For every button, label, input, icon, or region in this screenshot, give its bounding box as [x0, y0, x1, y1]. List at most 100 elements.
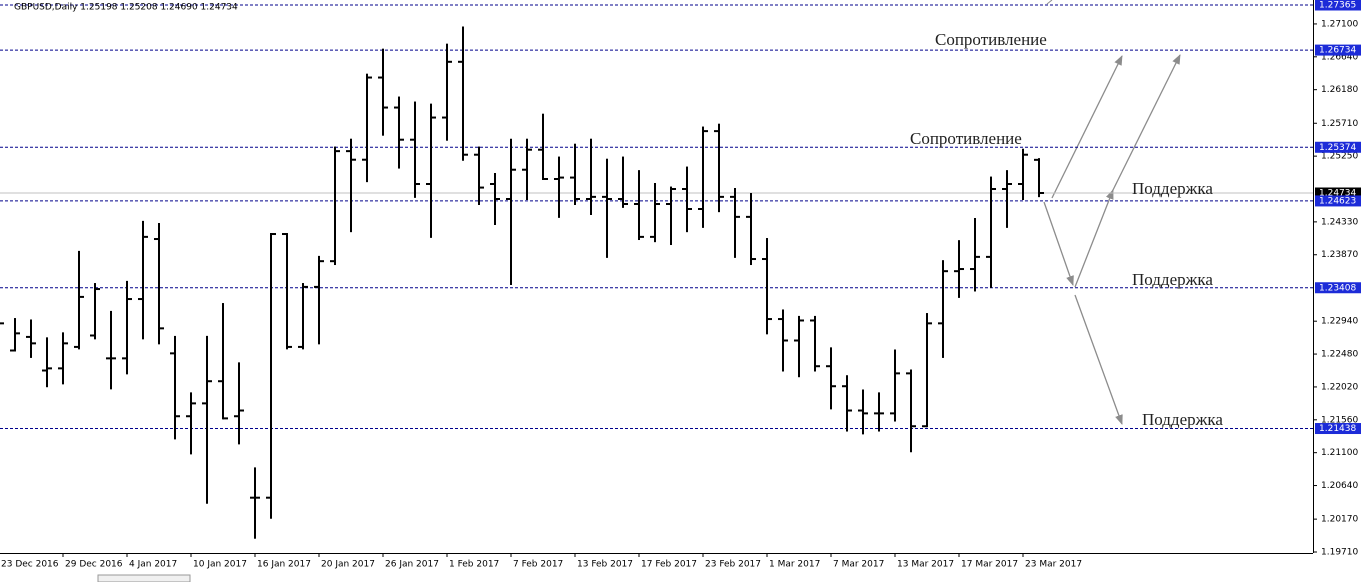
ohlc-bar [810, 315, 820, 372]
ohlc-bar [682, 166, 692, 233]
ohlc-bar [90, 283, 100, 340]
x-tick-label: 17 Feb 2017 [641, 560, 697, 570]
x-tick-label: 23 Mar 2017 [1025, 560, 1082, 570]
x-tick-label: 23 Dec 2016 [1, 560, 59, 570]
ohlc-bar [42, 337, 52, 388]
ohlc-bar [554, 156, 564, 218]
ohlc-bar [922, 313, 932, 428]
x-tick-label: 23 Feb 2017 [705, 560, 761, 570]
ohlc-bar [506, 138, 516, 286]
ohlc-bar [1034, 158, 1044, 198]
ohlc-bar [954, 240, 964, 298]
annotation: Поддержка [1142, 410, 1223, 429]
current-price-box [1315, 187, 1361, 199]
ohlc-bar [250, 467, 260, 539]
level-label: 1.24623 [1319, 196, 1356, 206]
ohlc-bar [282, 233, 292, 350]
x-tick-label: 7 Feb 2017 [513, 560, 563, 570]
y-tick-label: 1.22940 [1321, 317, 1358, 327]
ohlc-bar [378, 48, 388, 136]
ohlc-bar [410, 101, 420, 198]
ohlc-bar [602, 158, 612, 258]
x-tick-label: 16 Jan 2017 [257, 560, 311, 570]
current-price-label: 1.24734 [1319, 189, 1356, 199]
ohlc-bar [826, 347, 836, 410]
x-tick-label: 1 Mar 2017 [769, 560, 820, 570]
ohlc-bar [122, 280, 132, 375]
ohlc-bar [0, 322, 4, 325]
ohlc-bar [1018, 148, 1028, 201]
annotation: Поддержка [1132, 179, 1213, 198]
y-tick-label: 1.21100 [1321, 448, 1358, 458]
ohlc-bar [762, 238, 772, 335]
level-label: 1.25374 [1319, 143, 1356, 153]
ohlc-bar [202, 335, 212, 504]
x-tick-label: 4 Jan 2017 [129, 560, 177, 570]
ohlc-bar [58, 332, 68, 385]
ohlc-bar [490, 172, 500, 226]
ohlc-bar [986, 176, 996, 288]
ohlc-bar [74, 250, 84, 350]
ohlc-bar [170, 335, 180, 440]
ohlc-bar [138, 220, 148, 340]
y-tick-label: 1.26640 [1321, 52, 1358, 62]
y-tick-label: 1.22020 [1321, 382, 1358, 392]
ohlc-bar [778, 309, 788, 372]
ohlc-bar [538, 113, 548, 180]
chart-header: GBPUSD,Daily 1.25198 1.25208 1.24690 1.2… [14, 3, 238, 13]
ohlc-bar [730, 188, 740, 258]
ohlc-bar [586, 138, 596, 216]
level-box [1315, 141, 1361, 153]
ohlc-bar [938, 260, 948, 358]
y-tick-label: 1.21560 [1321, 415, 1358, 425]
x-tick-label: 7 Mar 2017 [833, 560, 884, 570]
annotation: Сопротивление [910, 129, 1022, 148]
ohlc-bar [154, 223, 164, 345]
arrow [1074, 189, 1114, 288]
arrow-stub [1046, 0, 1053, 5]
ohlc-bar [522, 138, 532, 201]
ohlc-bar [1002, 170, 1012, 228]
ohlc-bar [426, 103, 436, 238]
ohlc-bar [618, 156, 628, 208]
ohlc-bar [714, 123, 724, 213]
ohlc-bar [234, 362, 244, 445]
x-tick-label: 26 Jan 2017 [385, 560, 439, 570]
tab [97, 574, 191, 582]
ohlc-bar [186, 392, 196, 455]
y-tick-label: 1.26180 [1321, 85, 1358, 95]
ohlc-bar [26, 319, 36, 358]
ohlc-bar [746, 193, 756, 266]
arrow [1043, 201, 1074, 286]
level-box [1315, 195, 1361, 207]
ohlc-bar [106, 310, 116, 390]
arrow [1051, 55, 1123, 199]
ohlc-bar [874, 392, 884, 432]
y-tick-label: 1.20170 [1321, 515, 1358, 525]
arrow [1074, 294, 1123, 425]
ohlc-bar [794, 315, 804, 378]
ohlc-bar [362, 73, 372, 183]
annotation: Поддержка [1132, 270, 1213, 289]
x-tick-label: 20 Jan 2017 [321, 560, 375, 570]
x-tick-label: 29 Dec 2016 [65, 560, 123, 570]
arrow [1111, 54, 1181, 193]
ohlc-bar [458, 26, 468, 161]
ohlc-bar [666, 186, 676, 246]
x-tick-label: 13 Mar 2017 [897, 560, 954, 570]
x-tick-label: 1 Feb 2017 [449, 560, 499, 570]
ohlc-bar [650, 182, 660, 243]
ohlc-bar [314, 255, 324, 345]
y-tick-label: 1.25710 [1321, 119, 1358, 129]
ohlc-bar [890, 349, 900, 422]
x-tick-label: 17 Mar 2017 [961, 560, 1018, 570]
y-tick-label: 1.24330 [1321, 217, 1358, 227]
level-box [1315, 0, 1361, 11]
ohlc-bar [698, 126, 708, 228]
ohlc-bar [394, 96, 404, 169]
level-box [1315, 282, 1361, 294]
arrows [1043, 0, 1181, 425]
x-tick-label: 10 Jan 2017 [193, 560, 247, 570]
